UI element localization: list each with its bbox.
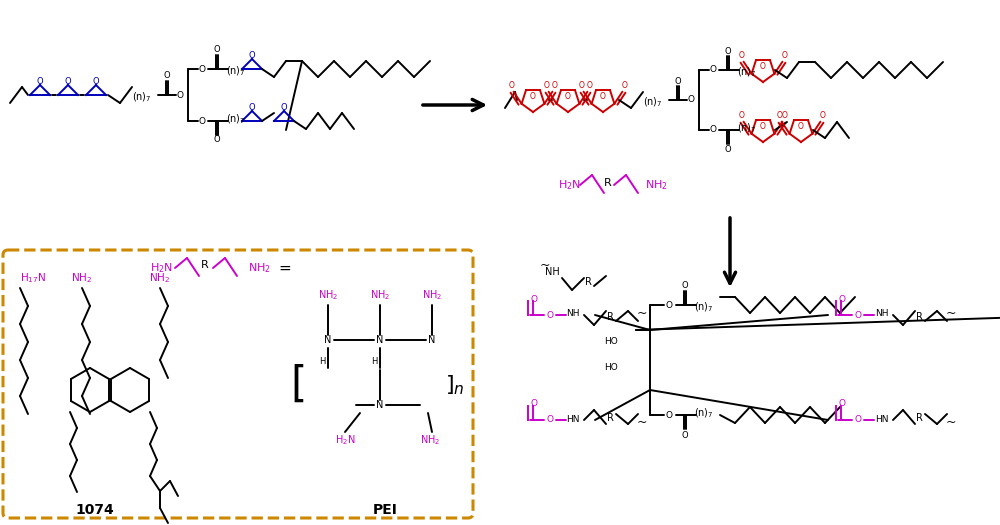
Text: O: O <box>530 295 538 303</box>
Text: O: O <box>666 411 672 419</box>
Text: $\mathregular{H_2N}$: $\mathregular{H_2N}$ <box>150 261 173 275</box>
Text: O: O <box>176 90 184 100</box>
Text: O: O <box>777 111 783 120</box>
Text: R: R <box>916 312 922 322</box>
Text: [: [ <box>290 364 306 406</box>
Text: O: O <box>530 92 536 101</box>
Text: R: R <box>201 260 209 270</box>
Text: O: O <box>565 92 571 101</box>
Text: O: O <box>93 77 99 86</box>
Text: NH: NH <box>566 310 580 319</box>
Text: O: O <box>214 135 220 144</box>
Text: O: O <box>65 77 71 86</box>
Text: N: N <box>376 400 384 410</box>
Text: O: O <box>586 81 592 90</box>
Text: O: O <box>781 51 787 60</box>
Text: O: O <box>682 280 688 289</box>
Text: O: O <box>546 310 554 320</box>
Text: ~: ~ <box>637 307 647 320</box>
Text: NH: NH <box>545 267 559 277</box>
Text: $\mathregular{NH_2}$: $\mathregular{NH_2}$ <box>248 261 271 275</box>
Text: $\mathregular{(n)_7}$: $\mathregular{(n)_7}$ <box>737 121 757 135</box>
Text: $\mathregular{NH_2}$: $\mathregular{NH_2}$ <box>71 271 93 285</box>
Text: $\mathregular{(n)_7}$: $\mathregular{(n)_7}$ <box>226 64 246 78</box>
Text: N: N <box>428 335 436 345</box>
Text: R: R <box>585 277 591 287</box>
Text: N: N <box>376 335 384 345</box>
Text: $\mathregular{NH_2}$: $\mathregular{NH_2}$ <box>420 433 440 447</box>
Text: $\mathregular{NH_2}$: $\mathregular{NH_2}$ <box>149 271 171 285</box>
Text: O: O <box>682 430 688 439</box>
Text: R: R <box>604 178 612 188</box>
Text: $\mathregular{NH_2}$: $\mathregular{NH_2}$ <box>318 288 338 302</box>
Text: O: O <box>725 47 731 56</box>
Text: O: O <box>760 62 766 71</box>
Text: O: O <box>249 102 255 111</box>
Text: HN: HN <box>875 415 889 424</box>
Text: O: O <box>509 81 515 90</box>
Text: O: O <box>281 102 287 111</box>
Text: O: O <box>798 122 804 131</box>
Text: O: O <box>854 415 862 425</box>
Text: O: O <box>546 415 554 425</box>
Text: PEI: PEI <box>373 503 397 517</box>
Text: O: O <box>214 46 220 55</box>
Text: O: O <box>198 117 206 125</box>
Text: $\mathregular{NH_2}$: $\mathregular{NH_2}$ <box>422 288 442 302</box>
Text: $\mathregular{H_{17}N}$: $\mathregular{H_{17}N}$ <box>20 271 46 285</box>
Text: $\mathregular{H_2N}$: $\mathregular{H_2N}$ <box>558 178 581 192</box>
Text: NH: NH <box>875 310 889 319</box>
Text: O: O <box>854 310 862 320</box>
Text: O: O <box>600 92 606 101</box>
Text: O: O <box>198 65 206 74</box>
Text: 1074: 1074 <box>76 503 114 517</box>
Text: O: O <box>710 66 716 75</box>
Text: R: R <box>607 312 613 322</box>
Text: R: R <box>607 413 613 423</box>
Text: =: = <box>279 260 291 276</box>
Text: H: H <box>371 358 377 366</box>
Text: ~: ~ <box>637 415 647 428</box>
Text: O: O <box>621 81 627 90</box>
Text: $\mathregular{(n)_7}$: $\mathregular{(n)_7}$ <box>226 112 246 126</box>
Text: $\mathregular{(n)_7}$: $\mathregular{(n)_7}$ <box>643 95 663 109</box>
Text: O: O <box>739 51 745 60</box>
Text: $\mathregular{H_2N}$: $\mathregular{H_2N}$ <box>335 433 355 447</box>
Text: R: R <box>916 413 922 423</box>
Text: $\mathregular{(n)_7}$: $\mathregular{(n)_7}$ <box>132 90 152 104</box>
Text: O: O <box>781 111 787 120</box>
Text: O: O <box>544 81 550 90</box>
Text: O: O <box>579 81 585 90</box>
Text: ]$_n$: ]$_n$ <box>445 373 465 397</box>
Text: O: O <box>688 96 694 104</box>
Text: O: O <box>675 77 681 86</box>
Text: ~: ~ <box>946 307 956 320</box>
Text: HO: HO <box>604 363 618 373</box>
Text: ~: ~ <box>540 258 550 271</box>
Text: $\mathregular{(n)_7}$: $\mathregular{(n)_7}$ <box>694 300 714 314</box>
Text: O: O <box>551 81 557 90</box>
Text: $\mathregular{NH_2}$: $\mathregular{NH_2}$ <box>370 288 390 302</box>
Text: HO: HO <box>604 338 618 346</box>
Text: $\mathregular{(n)_7}$: $\mathregular{(n)_7}$ <box>737 65 757 79</box>
Text: $\mathregular{(n)_7}$: $\mathregular{(n)_7}$ <box>694 406 714 420</box>
Text: H: H <box>319 358 325 366</box>
Text: O: O <box>710 125 716 134</box>
Text: O: O <box>164 71 170 80</box>
Text: O: O <box>249 50 255 59</box>
Text: O: O <box>760 122 766 131</box>
Text: O: O <box>739 111 745 120</box>
Text: $\mathregular{NH_2}$: $\mathregular{NH_2}$ <box>645 178 668 192</box>
Text: O: O <box>819 111 825 120</box>
Text: ~: ~ <box>946 415 956 428</box>
Text: O: O <box>838 400 846 408</box>
Text: N: N <box>324 335 332 345</box>
Text: O: O <box>838 295 846 303</box>
Text: O: O <box>725 144 731 153</box>
Text: HN: HN <box>566 415 580 424</box>
Text: O: O <box>37 77 43 86</box>
Text: O: O <box>666 300 672 310</box>
Text: O: O <box>530 400 538 408</box>
